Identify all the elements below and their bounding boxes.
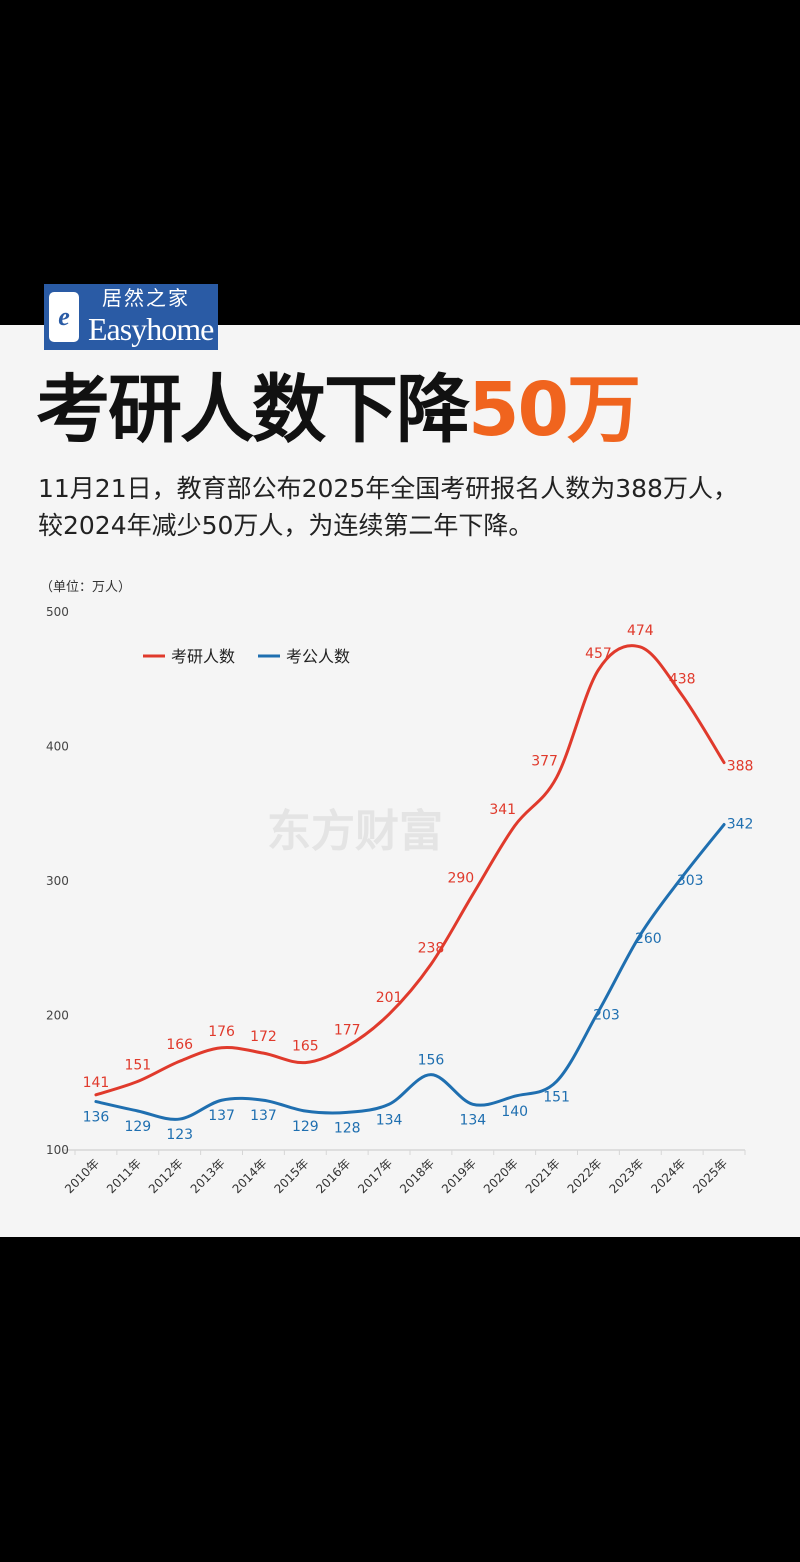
- data-label: 341: [489, 802, 516, 818]
- x-tick-label: 2011年: [104, 1156, 144, 1196]
- data-label: 140: [501, 1104, 528, 1120]
- data-label: 141: [83, 1075, 110, 1091]
- data-label: 203: [593, 1007, 620, 1023]
- x-tick-label: 2016年: [313, 1156, 353, 1196]
- data-label: 457: [585, 646, 612, 662]
- y-tick-label: 200: [46, 1009, 69, 1023]
- legend-label: 考公人数: [286, 647, 350, 666]
- x-tick-label: 2021年: [523, 1156, 563, 1196]
- subtitle-line-2: 较2024年减少50万人，为连续第二年下降。: [38, 511, 534, 540]
- y-tick-label: 300: [46, 874, 69, 888]
- data-label: 377: [531, 753, 558, 769]
- x-tick-label: 2015年: [271, 1156, 311, 1196]
- headline: 考研人数下降50万: [36, 350, 641, 457]
- series-line-civil-exam: [94, 823, 726, 1121]
- x-tick-label: 2019年: [439, 1156, 479, 1196]
- unit-label: （单位：万人）: [40, 580, 132, 595]
- data-label: 136: [83, 1110, 110, 1126]
- data-label: 177: [334, 1022, 361, 1038]
- data-label: 238: [418, 940, 445, 956]
- x-tick-label: 2010年: [62, 1156, 102, 1196]
- data-label: 342: [727, 817, 754, 833]
- logo-mark-icon: e: [49, 292, 79, 342]
- data-label: 388: [727, 759, 754, 775]
- data-label: 134: [376, 1112, 403, 1128]
- data-label: 438: [669, 671, 696, 687]
- data-label: 151: [124, 1057, 151, 1073]
- data-label: 303: [677, 873, 704, 889]
- data-label: 172: [250, 1029, 277, 1045]
- series-line-postgrad-exam: [94, 644, 726, 1097]
- headline-highlight: 50万: [468, 367, 641, 453]
- data-label: 176: [208, 1024, 235, 1040]
- x-tick-label: 2024年: [648, 1156, 688, 1196]
- data-label: 129: [124, 1119, 151, 1135]
- logo-text-cn: 居然之家: [102, 286, 190, 310]
- x-tick-label: 2023年: [606, 1156, 646, 1196]
- x-tick-label: 2025年: [690, 1156, 730, 1196]
- y-tick-label: 500: [46, 605, 69, 619]
- data-label: 165: [292, 1039, 319, 1055]
- x-tick-label: 2022年: [565, 1156, 605, 1196]
- content-panel: [0, 325, 800, 1237]
- subtitle: 11月21日，教育部公布2025年全国考研报名人数为388万人， 较2024年减…: [38, 470, 798, 544]
- subtitle-line-1: 11月21日，教育部公布2025年全国考研报名人数为388万人，: [38, 474, 738, 503]
- x-tick-label: 2017年: [355, 1156, 395, 1196]
- data-label: 151: [543, 1089, 570, 1105]
- easyhome-logo: e 居然之家 Easyhome: [44, 284, 218, 350]
- data-label: 201: [376, 990, 403, 1006]
- data-label: 156: [418, 1053, 445, 1069]
- data-label: 128: [334, 1120, 361, 1136]
- data-label: 166: [166, 1037, 193, 1053]
- data-label: 129: [292, 1119, 319, 1135]
- y-tick-label: 100: [46, 1143, 69, 1157]
- data-label: 123: [166, 1127, 193, 1143]
- data-label: 134: [459, 1112, 486, 1128]
- data-label: 290: [447, 870, 474, 886]
- watermark: 东方财富: [267, 806, 443, 857]
- legend-label: 考研人数: [171, 647, 235, 666]
- data-label: 474: [627, 623, 654, 639]
- x-tick-label: 2020年: [481, 1156, 521, 1196]
- x-tick-label: 2014年: [230, 1156, 270, 1196]
- data-label: 137: [208, 1108, 235, 1124]
- logo-text-en: Easyhome: [88, 311, 214, 347]
- y-tick-label: 400: [46, 740, 69, 754]
- headline-main: 考研人数下降: [36, 367, 470, 453]
- data-label: 137: [250, 1108, 277, 1124]
- x-tick-label: 2018年: [397, 1156, 437, 1196]
- data-label: 260: [635, 931, 662, 947]
- x-tick-label: 2012年: [146, 1156, 186, 1196]
- x-tick-label: 2013年: [188, 1156, 228, 1196]
